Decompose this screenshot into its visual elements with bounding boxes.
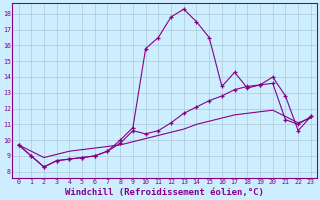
X-axis label: Windchill (Refroidissement éolien,°C): Windchill (Refroidissement éolien,°C) bbox=[65, 188, 264, 197]
